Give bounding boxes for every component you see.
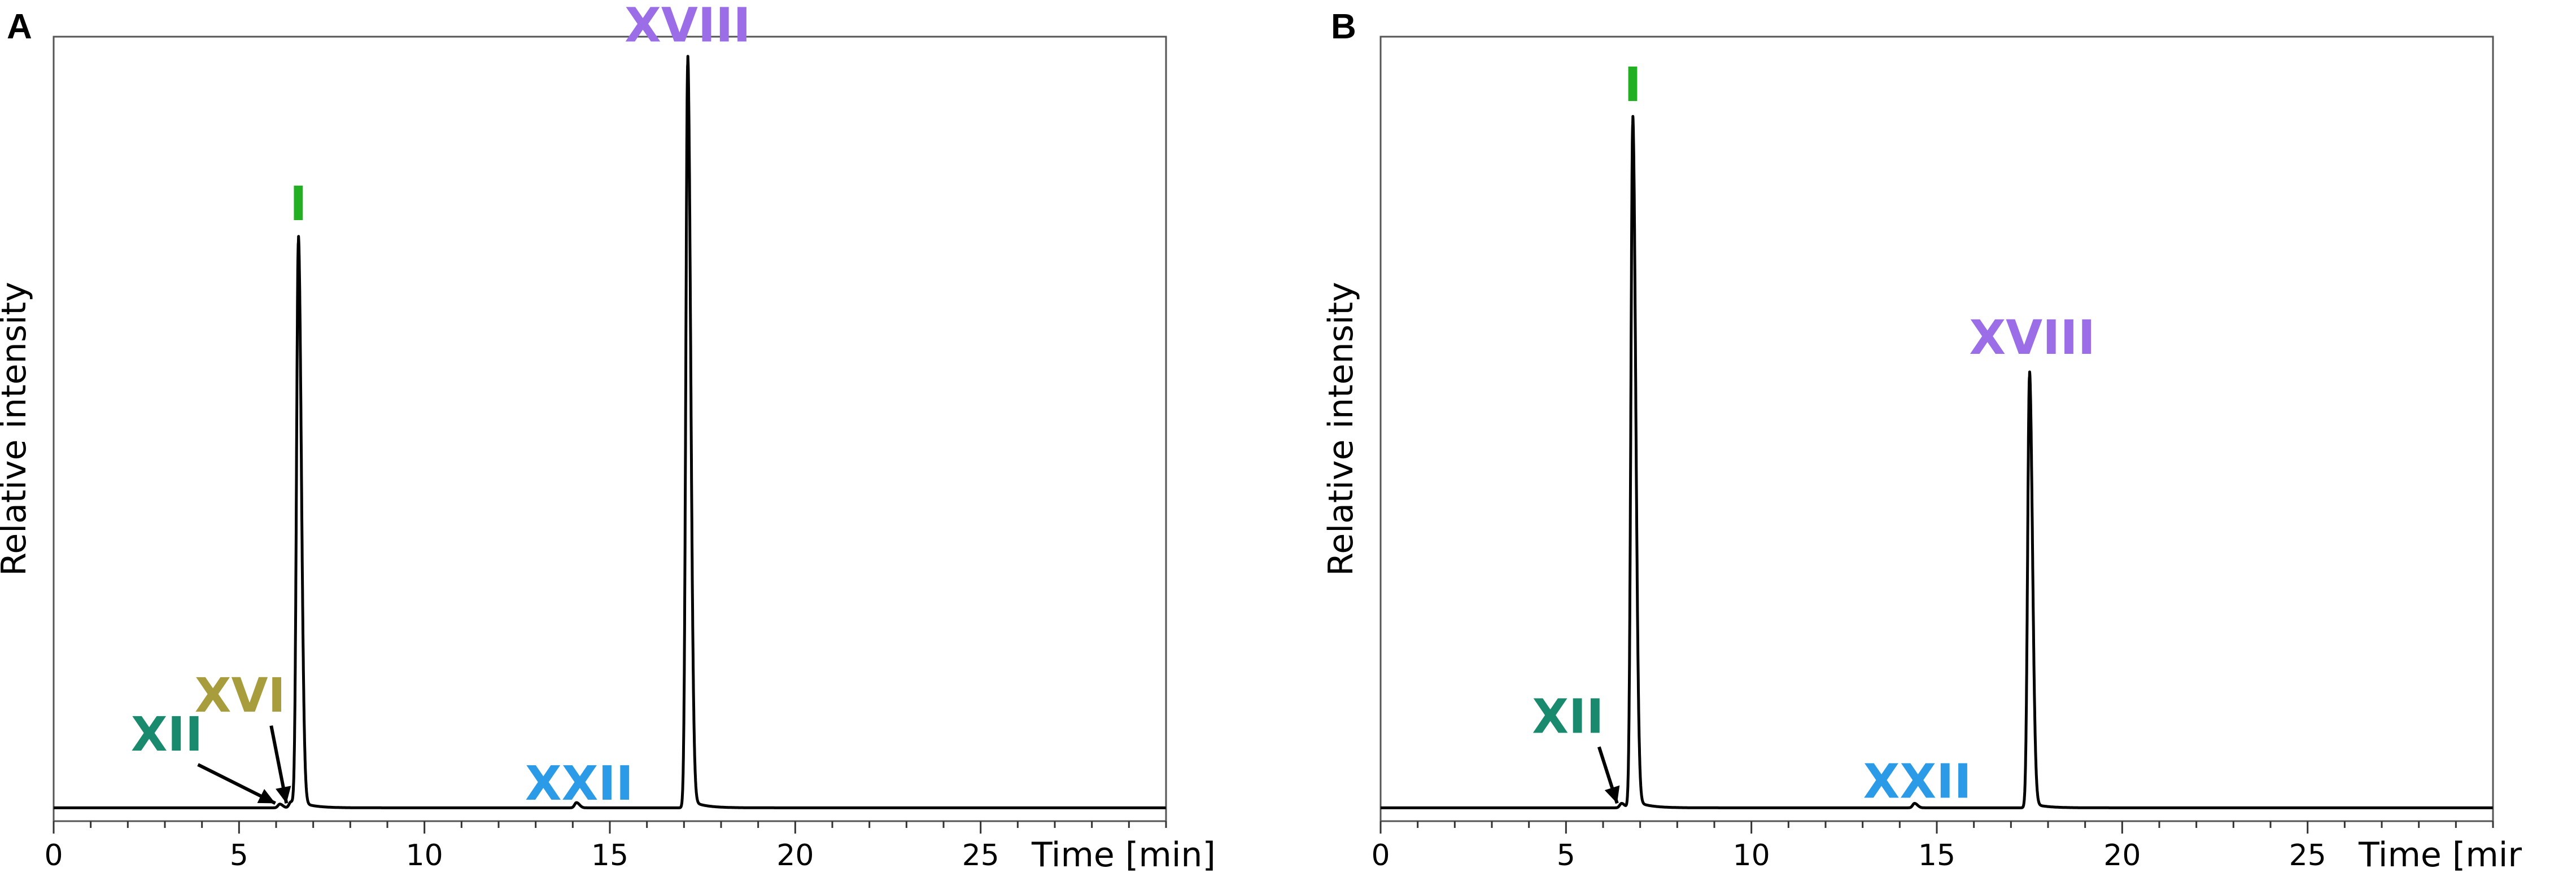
x-tick-label: 15 bbox=[1918, 839, 1955, 873]
peak-label-xvi: XVI bbox=[195, 668, 286, 723]
peak-label-xii: XII bbox=[131, 707, 203, 762]
x-tick-label: 5 bbox=[1557, 839, 1575, 873]
chromatogram-trace bbox=[1379, 115, 2494, 809]
panel-letter: A bbox=[7, 7, 32, 46]
chromatogram-trace bbox=[52, 55, 1167, 809]
arrow-head bbox=[257, 789, 276, 804]
panel-letter: B bbox=[1331, 7, 1356, 46]
x-tick-label: 15 bbox=[591, 839, 628, 873]
x-tick-label: 0 bbox=[44, 839, 63, 873]
x-tick-label: 10 bbox=[406, 839, 443, 873]
arrow-head bbox=[1604, 785, 1620, 804]
peak-label-xviii: XVIII bbox=[625, 0, 751, 53]
x-tick-label: 20 bbox=[776, 839, 814, 873]
x-tick-label: 10 bbox=[1733, 839, 1770, 873]
x-tick-label: 25 bbox=[962, 839, 999, 873]
peak-label-xii: XII bbox=[1532, 689, 1604, 744]
peak-label-xxii: XXII bbox=[525, 756, 634, 811]
x-tick-label: 20 bbox=[2103, 839, 2141, 873]
x-tick-label: 5 bbox=[230, 839, 248, 873]
peak-label-i: I bbox=[290, 176, 307, 231]
x-axis-label: Time [mir bbox=[2358, 835, 2522, 875]
peak-label-xxii: XXII bbox=[1863, 753, 1972, 809]
x-tick-label: 0 bbox=[1371, 839, 1390, 873]
peak-label-i: I bbox=[1624, 57, 1641, 112]
arrow-head bbox=[276, 786, 291, 804]
y-axis-label: Relative intensity bbox=[0, 282, 34, 576]
panel-b: B 0 5 10 15 20 25 Time [mir Relative intensity XI… bbox=[1321, 7, 2522, 875]
x-tick-label: 25 bbox=[2289, 839, 2326, 873]
panel-a: A 0 5 10 15 20 25 Time [min] Relative intensity X… bbox=[0, 0, 1216, 875]
y-axis-label: Relative intensity bbox=[1321, 282, 1361, 576]
peak-label-xviii: XVIII bbox=[1969, 310, 2095, 365]
x-axis-label: Time [min] bbox=[1031, 835, 1216, 875]
